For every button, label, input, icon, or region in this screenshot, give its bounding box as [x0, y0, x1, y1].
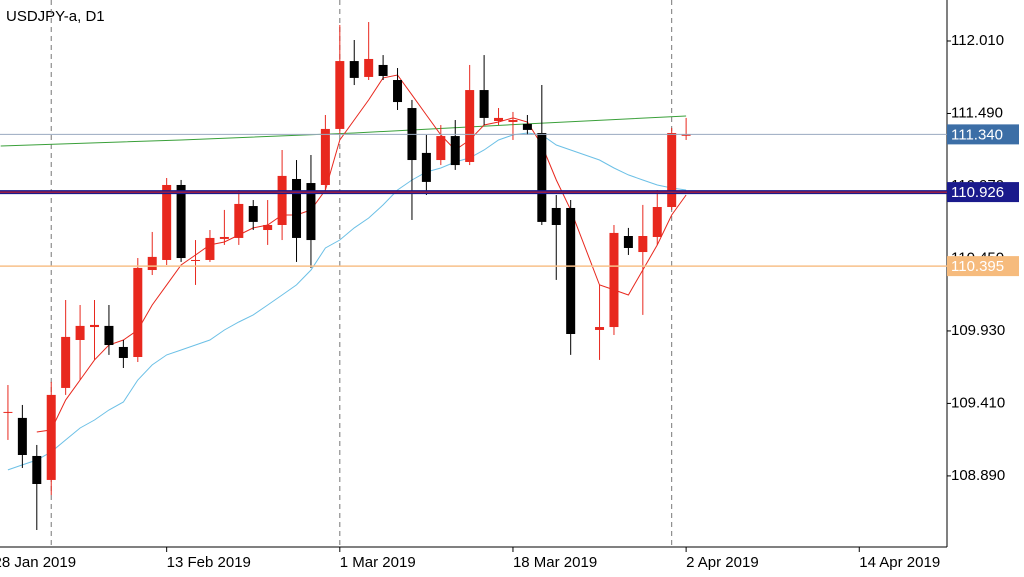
candle-body — [623, 236, 633, 248]
y-tick-label: 109.930 — [951, 322, 1005, 339]
chart-title: USDJPY-a, D1 — [6, 8, 105, 25]
candle-body — [118, 346, 128, 358]
moving-average — [7, 132, 687, 471]
price-label: 111.340 — [951, 126, 1003, 143]
x-tick-label: 18 Mar 2019 — [513, 554, 597, 571]
candle-body — [46, 394, 56, 480]
candle-body — [479, 90, 489, 118]
candle-body — [494, 117, 504, 121]
x-tick-label: 2 Apr 2019 — [686, 554, 759, 571]
moving-average — [0, 115, 687, 147]
candle-body — [320, 128, 330, 185]
candle-body — [191, 259, 201, 261]
moving-average — [36, 74, 687, 433]
price-label-box — [947, 124, 1019, 145]
candle-body — [75, 325, 85, 340]
candle-body — [566, 207, 576, 334]
candle-body — [667, 132, 677, 208]
candle-body — [393, 80, 403, 103]
candle-body — [595, 327, 605, 330]
candle-body — [335, 61, 345, 129]
candle-body — [90, 324, 100, 328]
candle-body — [450, 136, 460, 166]
candle-body — [162, 184, 172, 260]
candle-body — [277, 175, 287, 225]
candle-body — [61, 336, 71, 388]
candle-body — [3, 411, 13, 413]
candle-body — [306, 183, 316, 241]
candle-body — [364, 58, 374, 77]
candle-body — [248, 206, 258, 222]
candle-body — [133, 267, 143, 357]
x-tick-label: 1 Mar 2019 — [340, 554, 416, 571]
y-tick-label: 109.410 — [951, 394, 1005, 411]
candle-body — [205, 237, 215, 260]
candle-body — [32, 455, 42, 484]
candle-body — [508, 120, 518, 122]
candle-body — [681, 134, 691, 136]
y-tick-label: 108.890 — [951, 467, 1005, 484]
candle-body — [263, 224, 273, 231]
candle-body — [522, 123, 532, 130]
price-label: 110.926 — [951, 184, 1004, 201]
candle-body — [292, 178, 302, 238]
x-tick-label: 14 Apr 2019 — [859, 554, 940, 571]
candle-body — [147, 256, 157, 271]
candle-body — [609, 232, 619, 328]
candle-body — [104, 325, 114, 346]
candle-body — [17, 417, 27, 455]
candle-body — [421, 152, 431, 182]
price-label-box — [947, 182, 1019, 203]
candle-body — [652, 207, 662, 237]
candle-body — [378, 64, 388, 76]
candle-body — [537, 132, 547, 222]
y-tick-label: 111.490 — [951, 104, 1003, 121]
candle-body — [551, 207, 561, 225]
x-tick-label: 13 Feb 2019 — [167, 554, 251, 571]
candle-body — [638, 236, 648, 253]
price-label-box — [947, 256, 1019, 277]
candle-body — [176, 184, 186, 259]
candle-body — [349, 61, 359, 78]
x-tick-label: 28 Jan 2019 — [0, 554, 76, 571]
candle-body — [436, 136, 446, 161]
candle-body — [219, 236, 229, 239]
candle-body — [465, 90, 475, 162]
candle-body — [234, 203, 244, 238]
price-label: 110.395 — [951, 258, 1004, 275]
y-tick-label: 112.010 — [951, 32, 1004, 49]
